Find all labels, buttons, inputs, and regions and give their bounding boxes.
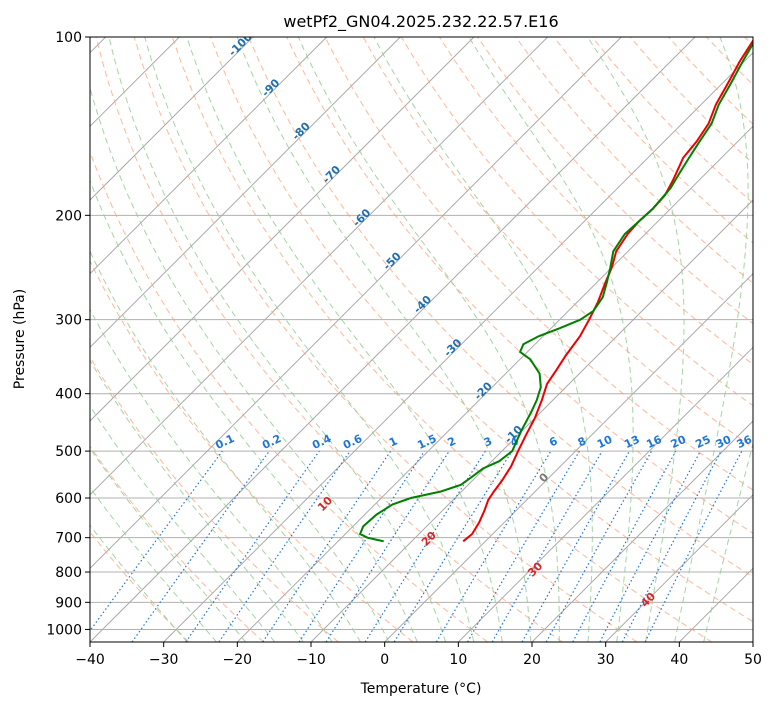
mixing-ratio-line-0.4	[185, 450, 320, 642]
dry-adiabat-80	[324, 37, 753, 491]
isotherm--20	[236, 125, 753, 642]
mixing-ratio-line-20	[572, 450, 677, 642]
moist-adiabat--26	[90, 486, 217, 642]
mixing-ratio-label-13: 13	[622, 433, 641, 451]
mixing-ratio-line-4	[393, 450, 513, 642]
moist-adiabat-42	[703, 441, 753, 642]
isotherm-20	[531, 420, 753, 642]
mixing-ratio-label-36: 36	[735, 433, 755, 451]
dry-adiabat-50	[210, 37, 753, 623]
mixing-ratio-line-13	[521, 450, 631, 642]
isotherm--80	[90, 37, 401, 349]
moist-adiabat-34	[587, 37, 685, 642]
mixing-ratio-label-20: 20	[669, 433, 689, 451]
y-axis-ticks: 100 200 300 400 500 600 700 800 900 1000	[46, 30, 90, 638]
x-tick-label: −20	[223, 652, 253, 668]
moist-adiabat-38	[674, 37, 749, 642]
mixing-ratio-line-0.6	[218, 450, 351, 642]
mixing-ratio-line-0.1	[90, 450, 223, 632]
isotherm-30	[605, 493, 753, 642]
moist-adiabat-10	[144, 37, 475, 642]
mixing-ratio-line-1.5	[298, 450, 425, 642]
dry-adiabat-20	[95, 37, 563, 642]
background-lines	[90, 37, 753, 642]
mixing-ratio-line-36	[644, 450, 743, 642]
y-axis-label: Pressure (hPa)	[12, 289, 28, 389]
y-tick-label: 400	[55, 387, 82, 403]
mixing-ratio-label-25: 25	[693, 433, 712, 451]
y-tick-label: 700	[55, 531, 82, 547]
isotherm--100	[90, 37, 254, 201]
moist-adiabat-18	[236, 37, 532, 642]
y-tick-label: 500	[55, 444, 82, 460]
moist-adiabat--10	[90, 308, 333, 642]
moist-adiabat--22	[90, 447, 247, 642]
moist-adiabat-2	[90, 86, 418, 642]
moist-adiabat--2	[90, 179, 390, 642]
moist-adiabat-22	[297, 37, 560, 642]
y-tick-label: 100	[55, 30, 82, 46]
x-tick-label: 40	[670, 652, 688, 668]
mixing-ratio-label-30: 30	[714, 433, 734, 451]
moist-adiabat-6	[108, 37, 447, 642]
moist-adiabat--18	[90, 405, 276, 642]
moist-adiabat-26	[373, 37, 593, 642]
x-tick-label: 30	[597, 652, 615, 668]
isotherm--30	[163, 51, 753, 642]
dry-adiabat-60	[248, 37, 753, 578]
isotherm--90	[90, 37, 328, 275]
dry-adiabat--10	[90, 356, 339, 642]
x-tick-label: −10	[296, 652, 326, 668]
x-tick-label: 10	[449, 652, 467, 668]
moist-adiabat--6	[90, 250, 362, 642]
moist-adiabat--14	[90, 359, 304, 642]
y-tick-label: 800	[55, 565, 82, 581]
mixing-ratio-line-0.2	[131, 450, 270, 642]
mixing-ratio-lines	[90, 450, 743, 642]
y-tick-label: 1000	[46, 622, 82, 638]
mixing-ratio-line-2	[325, 450, 450, 642]
y-tick-label: 900	[55, 595, 82, 611]
x-axis-ticks: −40 −30 −20 −10 0 10 20 30 40 50	[75, 642, 762, 668]
y-tick-label: 300	[55, 313, 82, 329]
plot-frame	[89, 36, 754, 643]
x-axis-label: Temperature (°C)	[360, 681, 482, 697]
isotherm--50	[90, 37, 622, 570]
y-tick-label: 600	[55, 491, 82, 507]
x-tick-label: −40	[75, 652, 105, 668]
dry-adiabat-30	[133, 37, 638, 642]
mixing-ratio-label-10: 10	[595, 433, 615, 451]
isotherm-0	[384, 272, 753, 642]
mixing-ratio-line-16	[545, 450, 653, 642]
dry-adiabat-130	[515, 37, 753, 284]
isotherm--60	[90, 37, 549, 496]
x-tick-label: 20	[523, 652, 541, 668]
x-tick-label: 50	[744, 652, 762, 668]
pressure-gridlines	[90, 37, 753, 630]
mixing-ratio-label-16: 16	[644, 433, 664, 451]
dry-adiabat--20	[90, 445, 264, 642]
dewpoint-profile-line	[358, 41, 753, 543]
dry-adiabat-70	[286, 37, 753, 534]
profiles	[358, 38, 753, 543]
isotherm-10	[457, 346, 753, 642]
x-tick-label: −30	[149, 652, 179, 668]
x-tick-label: 0	[380, 652, 389, 668]
y-tick-label: 200	[55, 208, 82, 224]
chart-title: wetPf2_GN04.2025.232.22.57.E16	[283, 12, 558, 32]
mixing-ratio-line-1	[262, 450, 392, 642]
dry-adiabat-0	[90, 259, 414, 642]
